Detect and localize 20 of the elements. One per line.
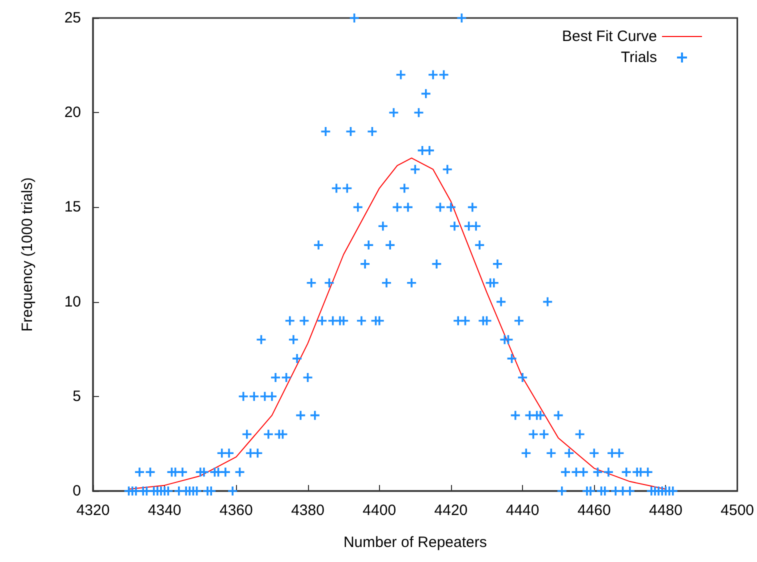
- y-tick-label: 15: [64, 198, 81, 216]
- x-tick-label: 4360: [219, 502, 253, 519]
- y-tick-label: 5: [72, 388, 81, 405]
- x-tick-label: 4420: [434, 502, 468, 519]
- x-axis-title: Number of Repeaters: [343, 534, 487, 551]
- y-tick-label: 25: [64, 10, 81, 26]
- x-tick-label: 4320: [76, 502, 110, 519]
- x-tick-label: 4460: [577, 502, 611, 519]
- y-tick-label: 10: [64, 293, 81, 310]
- y-axis-title: Frequency (1000 trials): [19, 177, 36, 332]
- legend-label: Best Fit Curve: [562, 28, 657, 45]
- y-tick-label: 20: [64, 104, 81, 122]
- y-tick-label: 0: [72, 482, 81, 500]
- x-tick-label: 4340: [148, 502, 182, 519]
- x-tick-label: 4500: [720, 502, 754, 519]
- x-tick-label: 4400: [362, 502, 396, 519]
- x-tick-label: 4480: [649, 502, 682, 519]
- x-tick-label: 4440: [506, 502, 540, 519]
- legend-label: Trials: [620, 49, 657, 66]
- x-tick-label: 4380: [291, 502, 324, 519]
